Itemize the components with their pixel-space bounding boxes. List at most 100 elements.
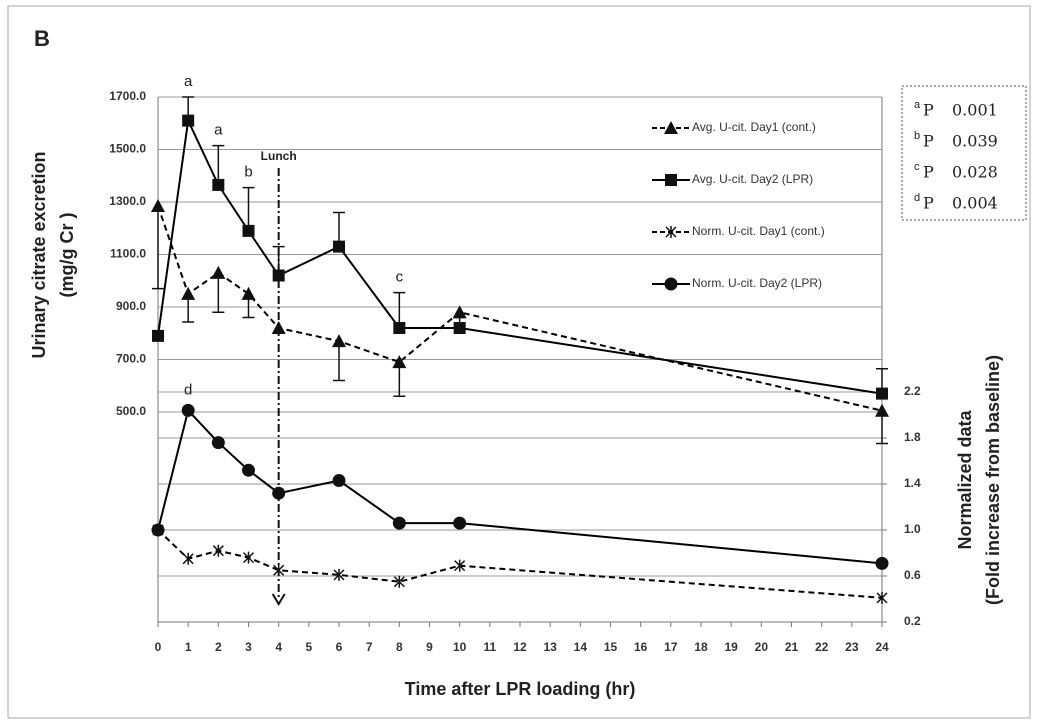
x-tick-label: 5 (305, 640, 312, 654)
p-value: 0.004 (952, 194, 998, 213)
annotation: a (214, 122, 223, 139)
marker (212, 436, 225, 449)
p-letter: a (914, 99, 921, 111)
marker (212, 179, 224, 191)
y2-axis-label: Normalized data (955, 410, 975, 550)
p-letter: c (914, 161, 920, 173)
legend-label: Avg. U-cit. Day1 (cont.) (692, 120, 816, 134)
y-axis-label: (mg/g Cr ) (57, 213, 77, 298)
frame (8, 6, 1030, 718)
line (158, 410, 882, 563)
p-letter: b (914, 130, 920, 142)
marker (332, 334, 346, 347)
marker (182, 115, 194, 127)
y-tick-label: 1100.0 (110, 247, 146, 261)
x-tick-label: 7 (366, 640, 373, 654)
x-tick-label: 17 (664, 640, 678, 654)
p-value: 0.028 (952, 163, 998, 182)
legend-label: Avg. U-cit. Day2 (LPR) (692, 172, 813, 186)
marker (182, 404, 195, 417)
y2-axis-label: (Fold increase from baseline) (983, 355, 1003, 605)
marker (454, 322, 466, 334)
x-tick-label: 13 (543, 640, 557, 654)
x-tick-label: 18 (694, 640, 708, 654)
marker (393, 322, 405, 334)
x-tick-label: 21 (785, 640, 799, 654)
annotation: a (184, 73, 193, 90)
x-tick-label: 3 (245, 640, 252, 654)
marker (393, 517, 406, 530)
x-tick-label: 6 (336, 640, 343, 654)
y2-tick-label: 2.2 (904, 384, 921, 398)
p-label: P (923, 194, 934, 213)
marker (333, 474, 346, 487)
x-tick-label: 14 (574, 640, 588, 654)
p-value: 0.039 (952, 132, 998, 151)
marker (181, 287, 195, 300)
x-tick-label: 19 (724, 640, 738, 654)
marker (211, 266, 225, 279)
panel-label: B (34, 26, 50, 51)
series (152, 97, 888, 400)
y-tick-label: 500.0 (116, 404, 146, 418)
y-axis-label: Urinary citrate excretion (29, 151, 49, 358)
legend-marker (665, 174, 677, 186)
legend-marker (666, 226, 676, 238)
line (158, 530, 882, 598)
marker (213, 545, 223, 557)
x-tick-label: 1 (185, 640, 192, 654)
x-tick-label: 23 (845, 640, 859, 654)
p-label: P (923, 132, 934, 151)
x-tick-label: 8 (396, 640, 403, 654)
annotation: c (396, 269, 404, 286)
p-label: P (923, 101, 934, 120)
x-tick-label: 11 (483, 640, 496, 654)
y-tick-label: 900.0 (116, 299, 146, 313)
legend-label: Norm. U-cit. Day1 (cont.) (692, 224, 825, 238)
annotation: d (184, 381, 192, 398)
marker (333, 241, 345, 253)
marker (453, 517, 466, 530)
x-tick-label: 2 (215, 640, 222, 654)
marker (242, 464, 255, 477)
x-tick-label: 10 (453, 640, 467, 654)
marker (272, 487, 285, 500)
annotation: b (244, 164, 252, 181)
marker (152, 523, 165, 536)
series (153, 524, 887, 604)
marker (876, 557, 889, 570)
legend-label: Norm. U-cit. Day2 (LPR) (692, 276, 822, 290)
y2-tick-label: 0.2 (904, 614, 921, 628)
y2-tick-label: 1.0 (904, 522, 921, 536)
x-tick-label: 4 (275, 640, 282, 654)
y2-tick-label: 1.4 (904, 476, 921, 490)
chart: B Time after LPR loading (hr) Urinary ci… (0, 0, 1038, 724)
x-tick-label: 9 (426, 640, 433, 654)
legend-marker (665, 278, 678, 291)
marker (273, 270, 285, 282)
x-tick-label: 20 (755, 640, 769, 654)
x-tick-label: 24 (875, 640, 889, 654)
legend-marker (664, 121, 678, 134)
x-tick-label: 22 (815, 640, 829, 654)
y-tick-label: 1500.0 (109, 142, 146, 156)
p-value: 0.001 (952, 101, 998, 120)
marker (876, 388, 888, 400)
x-axis-label: Time after LPR loading (hr) (405, 679, 636, 699)
marker (242, 287, 256, 300)
x-tick-label: 16 (634, 640, 648, 654)
marker (243, 225, 255, 237)
y-tick-label: 1700.0 (109, 89, 146, 103)
y2-tick-label: 0.6 (904, 568, 921, 582)
marker (152, 330, 164, 342)
series (152, 404, 889, 570)
p-label: P (923, 163, 934, 182)
p-letter: d (914, 192, 920, 204)
y-tick-label: 1300.0 (109, 194, 146, 208)
y-tick-label: 700.0 (116, 352, 146, 366)
x-tick-label: 12 (513, 640, 527, 654)
x-tick-label: 0 (155, 640, 162, 654)
y2-tick-label: 1.8 (904, 430, 921, 444)
event-label: Lunch (261, 149, 297, 163)
x-tick-label: 15 (604, 640, 618, 654)
